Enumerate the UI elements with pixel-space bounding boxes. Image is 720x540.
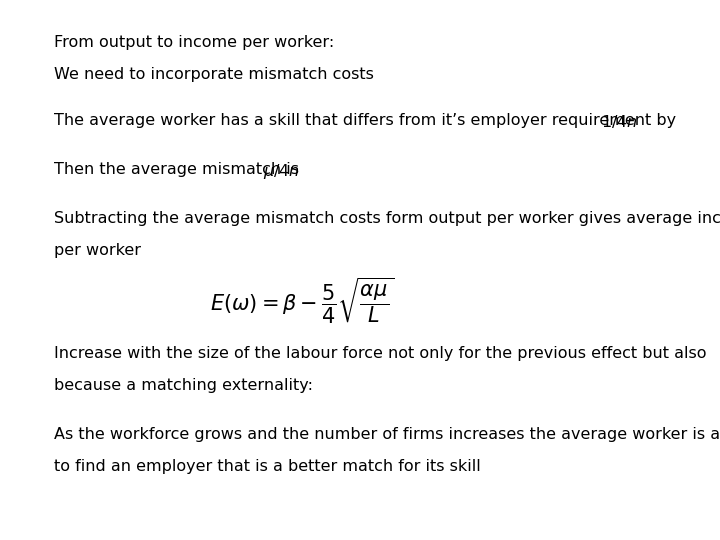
Text: per worker: per worker	[54, 243, 141, 258]
Text: Increase with the size of the labour force not only for the previous effect but : Increase with the size of the labour for…	[54, 346, 706, 361]
Text: As the workforce grows and the number of firms increases the average worker is a: As the workforce grows and the number of…	[54, 427, 720, 442]
Text: $1/4n$: $1/4n$	[601, 113, 638, 130]
Text: Then the average mismatch is: Then the average mismatch is	[54, 162, 299, 177]
Text: We need to incorporate mismatch costs: We need to incorporate mismatch costs	[54, 68, 374, 83]
Text: $\mu/4n$: $\mu/4n$	[263, 162, 300, 181]
Text: The average worker has a skill that differs from it’s employer requirement by: The average worker has a skill that diff…	[54, 113, 676, 129]
Text: $E(\omega)= \beta - \dfrac{5}{4}\sqrt{\dfrac{\alpha\mu}{L}}$: $E(\omega)= \beta - \dfrac{5}{4}\sqrt{\d…	[210, 275, 395, 326]
Text: to find an employer that is a better match for its skill: to find an employer that is a better mat…	[54, 459, 481, 474]
Text: because a matching externality:: because a matching externality:	[54, 378, 313, 393]
Text: Subtracting the average mismatch costs form output per worker gives average inco: Subtracting the average mismatch costs f…	[54, 211, 720, 226]
Text: From output to income per worker:: From output to income per worker:	[54, 35, 334, 50]
